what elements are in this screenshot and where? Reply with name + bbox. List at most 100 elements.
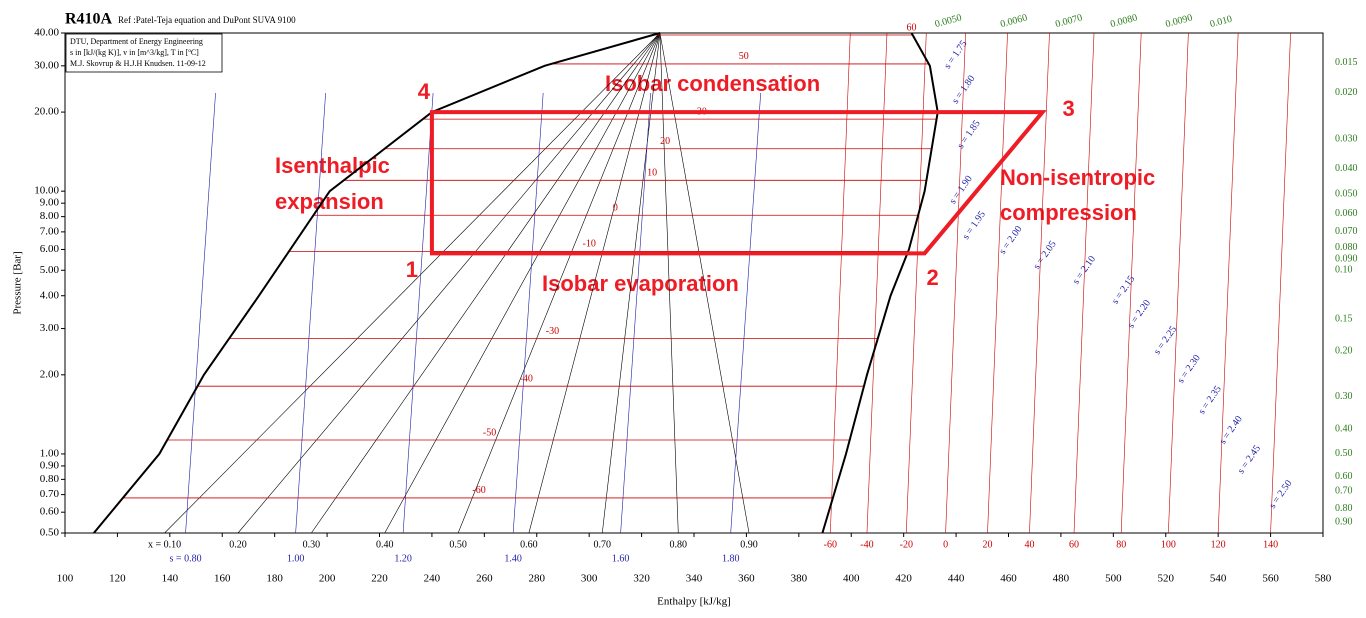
volume-label: 0.040 <box>1335 163 1358 174</box>
temperature-label: 140 <box>1263 539 1278 550</box>
quality-label: 0.80 <box>670 539 688 550</box>
isotherm-vapor <box>945 32 966 534</box>
x-tick-label: 340 <box>686 573 703 585</box>
info-text: DTU, Department of Energy Engineering <box>70 37 203 46</box>
annotation: Non-isentropic <box>1000 165 1155 190</box>
x-tick-label: 160 <box>214 573 231 585</box>
entropy-label: 1.60 <box>612 553 630 564</box>
point-label: 4 <box>418 79 431 104</box>
isotherm-vapor <box>1270 32 1291 534</box>
quality-label: x = 0.10 <box>148 539 181 550</box>
x-tick-label: 140 <box>162 573 179 585</box>
x-axis-label: Enthalpy [kJ/kg] <box>657 596 731 608</box>
quality-label: 0.90 <box>740 539 758 550</box>
x-tick-label: 260 <box>476 573 493 585</box>
entropy-label: 1.00 <box>287 553 305 564</box>
isotherm-label: 60 <box>907 22 917 33</box>
x-tick-label: 480 <box>1053 573 1070 585</box>
temperature-label: 0 <box>943 539 948 550</box>
x-tick-label: 440 <box>948 573 965 585</box>
temperature-label: -40 <box>860 539 873 550</box>
y-tick-label: 30.00 <box>34 59 59 71</box>
temperature-label: -60 <box>824 539 837 550</box>
x-tick-label: 360 <box>738 573 755 585</box>
y-tick-label: 0.70 <box>40 488 60 500</box>
isotherm-vapor <box>866 32 888 534</box>
y-tick-label: 8.00 <box>40 210 60 222</box>
isotherm-label: 50 <box>739 51 749 62</box>
x-tick-label: 200 <box>319 573 336 585</box>
quality-line <box>311 32 661 534</box>
y-tick-label: 3.00 <box>40 322 60 334</box>
x-tick-label: 540 <box>1210 573 1227 585</box>
chart-title: R410A <box>65 11 113 28</box>
x-tick-label: 120 <box>109 573 126 585</box>
isotherm-label: -10 <box>582 239 595 250</box>
entropy-label: 1.20 <box>394 553 412 564</box>
x-tick-label: 180 <box>266 573 283 585</box>
volume-label: 0.060 <box>1335 208 1358 219</box>
temperature-label: 120 <box>1211 539 1226 550</box>
isotherm-label: 20 <box>660 136 670 147</box>
x-tick-label: 220 <box>371 573 388 585</box>
y-tick-label: 0.90 <box>40 459 60 471</box>
quality-label: 0.40 <box>376 539 394 550</box>
entropy-label: s = 0.80 <box>170 553 202 564</box>
x-tick-label: 580 <box>1315 573 1332 585</box>
saturation-curve <box>821 32 939 534</box>
point-label: 1 <box>406 257 418 282</box>
y-tick-label: 1.00 <box>40 447 60 459</box>
x-tick-label: 400 <box>843 573 860 585</box>
quality-line <box>237 32 661 534</box>
y-tick-label: 20.00 <box>34 106 59 118</box>
volume-label: 0.50 <box>1335 448 1353 459</box>
x-tick-label: 380 <box>791 573 808 585</box>
volume-label: 0.020 <box>1335 87 1358 98</box>
quality-label: 0.60 <box>520 539 538 550</box>
y-tick-label: 9.00 <box>40 197 60 209</box>
temperature-label: 60 <box>1069 539 1079 550</box>
quality-label: 0.50 <box>449 539 467 550</box>
isotherm-vapor <box>1168 32 1189 534</box>
isotherm-vapor <box>1073 32 1095 534</box>
entropy-line <box>402 92 434 534</box>
quality-line <box>528 32 661 534</box>
quality-line <box>601 32 661 534</box>
entropy-label: 1.40 <box>504 553 522 564</box>
x-tick-label: 240 <box>424 573 441 585</box>
info-text: s in [kJ/(kg K)], v in [m^3/kg], T in [º… <box>70 48 199 57</box>
volume-label: 0.070 <box>1335 226 1358 237</box>
entropy-label: 1.80 <box>722 553 740 564</box>
annotation: Isobar evaporation <box>542 271 739 296</box>
x-tick-label: 100 <box>57 573 74 585</box>
entropy-line <box>295 92 326 534</box>
quality-line <box>164 32 661 534</box>
x-tick-label: 320 <box>633 573 650 585</box>
volume-label: 0.10 <box>1335 265 1353 276</box>
isotherm-label: 10 <box>647 168 657 179</box>
y-tick-label: 10.00 <box>34 185 59 197</box>
quality-line <box>659 32 750 534</box>
entropy-line <box>512 92 544 534</box>
entropy-line <box>620 92 651 534</box>
annotation: Isenthalpic <box>275 153 390 178</box>
volume-label: 0.015 <box>1335 57 1358 68</box>
quality-line <box>457 32 661 534</box>
isotherm-label: -50 <box>483 427 496 438</box>
y-tick-label: 2.00 <box>40 368 60 380</box>
temperature-label: 40 <box>1024 539 1034 550</box>
cycle-path <box>429 110 1047 256</box>
y-tick-label: 0.50 <box>40 527 60 539</box>
volume-label: 0.030 <box>1335 133 1358 144</box>
volume-label: 0.60 <box>1335 471 1353 482</box>
temperature-label: -20 <box>900 539 913 550</box>
y-tick-label: 5.00 <box>40 264 60 276</box>
isotherm-vapor <box>987 32 1008 534</box>
quality-label: 0.70 <box>594 539 612 550</box>
annotation: Isobar condensation <box>605 71 820 96</box>
volume-label: 0.40 <box>1335 424 1353 435</box>
isotherm-label: 0 <box>613 203 618 214</box>
y-tick-label: 0.80 <box>40 473 60 485</box>
isotherm-vapor <box>829 32 851 534</box>
